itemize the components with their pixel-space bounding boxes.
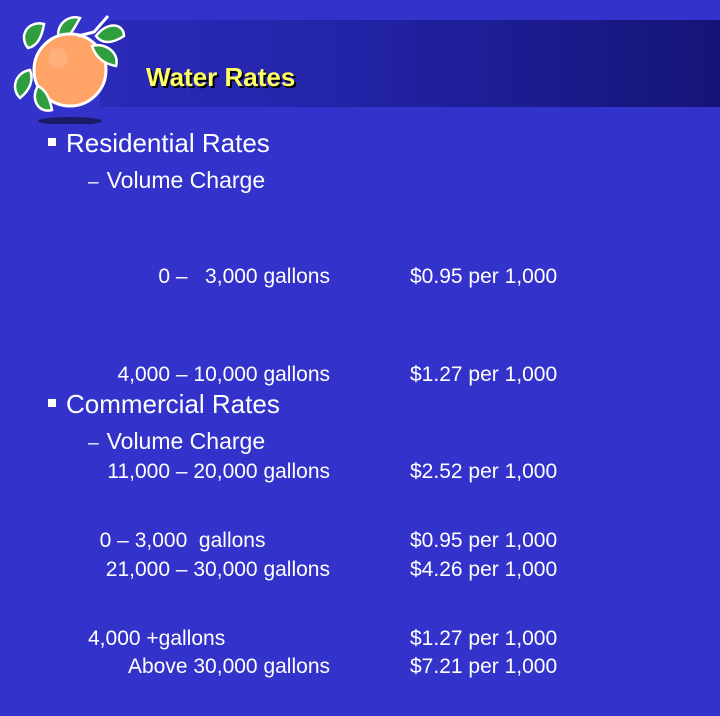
commercial-sub-heading-label: Volume Charge: [106, 428, 266, 454]
dash-icon: –: [88, 433, 99, 454]
residential-heading: Residential Rates: [48, 128, 270, 159]
commercial-range: 0 – 3,000 gallons: [88, 529, 266, 552]
commercial-price: $0.95 per 1,000: [410, 529, 558, 552]
commercial-heading-label: Commercial Rates: [66, 389, 280, 419]
commercial-price-column: $0.95 per 1,000 $1.27 per 1,000: [410, 460, 557, 688]
residential-price: $2.52 per 1,000: [410, 460, 558, 483]
residential-heading-label: Residential Rates: [66, 128, 270, 158]
residential-price: $0.95 per 1,000: [410, 265, 558, 288]
commercial-price: $1.27 per 1,000: [410, 626, 558, 650]
orange-with-leaves-icon: [13, 15, 126, 124]
commercial-range-column: 0 – 3,000 gallons 4,000 +gallons: [88, 460, 265, 688]
square-bullet-icon: [48, 399, 56, 408]
commercial-range: 4,000 +gallons: [88, 626, 226, 650]
residential-price: $1.27 per 1,000: [410, 362, 558, 386]
commercial-heading: Commercial Rates: [48, 389, 280, 420]
residential-range: 11,000 – 20,000 gallons: [107, 460, 330, 483]
page-title: Water Rates: [146, 62, 296, 92]
dash-icon: –: [88, 172, 99, 193]
title-bar: [100, 20, 720, 107]
residential-range: 4,000 – 10,000 gallons: [117, 362, 330, 386]
residential-sub-heading: – Volume Charge: [88, 167, 265, 194]
square-bullet-icon: [48, 138, 56, 147]
residential-range: 0 – 3,000 gallons: [158, 265, 330, 288]
commercial-sub-heading: – Volume Charge: [88, 428, 265, 455]
residential-sub-heading-label: Volume Charge: [106, 167, 266, 193]
